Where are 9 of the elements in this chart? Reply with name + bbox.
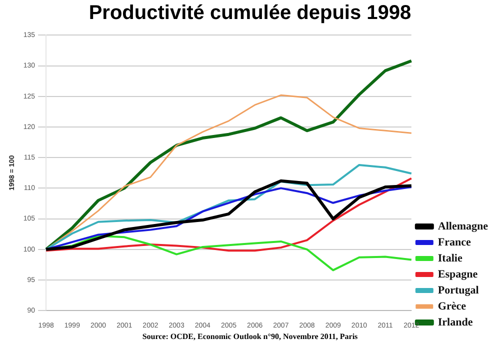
legend-label: Portugal (438, 284, 479, 296)
legend-label: Allemagne (438, 220, 488, 232)
chart-title: Productivité cumulée depuis 1998 (88, 2, 412, 25)
legend-label: France (438, 236, 471, 248)
legend-label: Irlande (438, 316, 473, 328)
legend-label: Grèce (438, 300, 466, 312)
source-note: Source: OCDE, Economic Outlook n°90, Novembre 2011, Paris (141, 332, 359, 341)
legend-label: Italie (438, 252, 462, 264)
legend-label: Espagne (438, 268, 478, 280)
